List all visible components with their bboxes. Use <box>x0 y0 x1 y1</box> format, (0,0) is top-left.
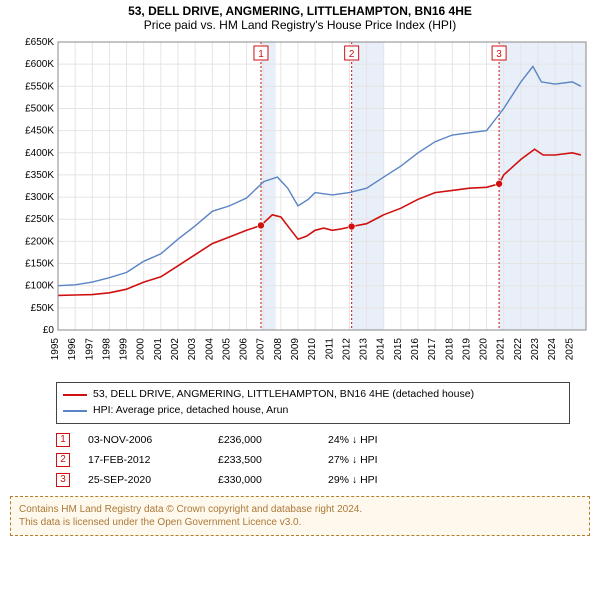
legend-row: 53, DELL DRIVE, ANGMERING, LITTLEHAMPTON… <box>63 387 563 403</box>
svg-text:2008: 2008 <box>273 338 284 361</box>
svg-text:2019: 2019 <box>461 338 472 361</box>
title-sub: Price paid vs. HM Land Registry's House … <box>0 18 600 32</box>
svg-text:£100K: £100K <box>25 281 54 292</box>
chart-area: £0 £50K £100K £150K £200K £250K £300K £350K £400… <box>10 34 590 374</box>
transaction-row: 2 17-FEB-2012£233,50027% ↓ HPI <box>56 450 570 470</box>
transaction-date: 03-NOV-2006 <box>88 434 218 446</box>
svg-text:2016: 2016 <box>410 338 421 361</box>
svg-text:2021: 2021 <box>496 338 507 361</box>
svg-text:2011: 2011 <box>324 338 335 360</box>
svg-text:2013: 2013 <box>359 338 370 361</box>
svg-text:2003: 2003 <box>187 338 198 361</box>
svg-text:£400K: £400K <box>25 148 54 159</box>
transaction-index-box: 1 <box>56 433 70 447</box>
svg-text:1999: 1999 <box>119 338 130 361</box>
svg-text:2004: 2004 <box>204 338 215 361</box>
svg-text:2015: 2015 <box>393 338 404 361</box>
transaction-index-box: 2 <box>56 453 70 467</box>
svg-text:£650K: £650K <box>25 37 54 48</box>
transaction-delta: 29% ↓ HPI <box>328 474 408 486</box>
svg-text:2: 2 <box>349 49 355 60</box>
legend-swatch <box>63 410 87 412</box>
legend-label: 53, DELL DRIVE, ANGMERING, LITTLEHAMPTON… <box>93 387 474 403</box>
transaction-row: 1 03-NOV-2006£236,00024% ↓ HPI <box>56 430 570 450</box>
svg-text:£600K: £600K <box>25 59 54 70</box>
svg-text:2010: 2010 <box>307 338 318 361</box>
svg-text:2000: 2000 <box>136 338 147 361</box>
legend-box: 53, DELL DRIVE, ANGMERING, LITTLEHAMPTON… <box>56 382 570 424</box>
svg-text:£200K: £200K <box>25 236 54 247</box>
footer-line1: Contains HM Land Registry data © Crown c… <box>19 503 581 516</box>
transaction-row: 3 25-SEP-2020£330,00029% ↓ HPI <box>56 470 570 490</box>
transaction-price: £330,000 <box>218 474 328 486</box>
legend-label: HPI: Average price, detached house, Arun <box>93 403 288 419</box>
svg-text:1: 1 <box>258 49 264 60</box>
transaction-price: £233,500 <box>218 454 328 466</box>
legend-row: HPI: Average price, detached house, Arun <box>63 403 563 419</box>
svg-text:2018: 2018 <box>444 338 455 361</box>
svg-text:£500K: £500K <box>25 103 54 114</box>
svg-text:1997: 1997 <box>84 338 95 361</box>
svg-text:£0: £0 <box>43 325 55 336</box>
svg-text:2005: 2005 <box>221 338 232 361</box>
svg-text:2023: 2023 <box>530 338 541 361</box>
footer-line2: This data is licensed under the Open Gov… <box>19 516 581 529</box>
transaction-date: 17-FEB-2012 <box>88 454 218 466</box>
svg-text:£150K: £150K <box>25 259 54 270</box>
svg-text:2024: 2024 <box>547 338 558 361</box>
svg-text:1995: 1995 <box>50 338 61 361</box>
svg-text:1996: 1996 <box>67 338 78 361</box>
svg-text:2001: 2001 <box>153 338 164 361</box>
svg-text:2025: 2025 <box>564 338 575 361</box>
svg-text:2009: 2009 <box>290 338 301 361</box>
svg-text:£550K: £550K <box>25 81 54 92</box>
svg-text:3: 3 <box>496 49 502 60</box>
transaction-index-box: 3 <box>56 473 70 487</box>
svg-text:£50K: £50K <box>31 303 55 314</box>
transaction-delta: 27% ↓ HPI <box>328 454 408 466</box>
transaction-price: £236,000 <box>218 434 328 446</box>
svg-text:1998: 1998 <box>101 338 112 361</box>
svg-text:2007: 2007 <box>256 338 267 361</box>
title-main: 53, DELL DRIVE, ANGMERING, LITTLEHAMPTON… <box>0 4 600 18</box>
svg-text:2017: 2017 <box>427 338 438 361</box>
svg-text:2002: 2002 <box>170 338 181 361</box>
svg-text:£450K: £450K <box>25 126 54 137</box>
title-block: 53, DELL DRIVE, ANGMERING, LITTLEHAMPTON… <box>0 0 600 34</box>
svg-text:£300K: £300K <box>25 192 54 203</box>
transaction-delta: 24% ↓ HPI <box>328 434 408 446</box>
svg-text:2006: 2006 <box>239 338 250 361</box>
svg-text:£250K: £250K <box>25 214 54 225</box>
svg-text:2020: 2020 <box>479 338 490 361</box>
chart-svg: £0 £50K £100K £150K £200K £250K £300K £350K £400… <box>10 34 590 374</box>
svg-text:2012: 2012 <box>341 338 352 361</box>
transaction-date: 25-SEP-2020 <box>88 474 218 486</box>
svg-text:2014: 2014 <box>376 338 387 361</box>
license-footer: Contains HM Land Registry data © Crown c… <box>10 496 590 536</box>
legend-swatch <box>63 394 87 396</box>
svg-text:£350K: £350K <box>25 170 54 181</box>
transactions-table: 1 03-NOV-2006£236,00024% ↓ HPI 2 17-FEB-201… <box>56 430 570 490</box>
svg-text:2022: 2022 <box>513 338 524 361</box>
